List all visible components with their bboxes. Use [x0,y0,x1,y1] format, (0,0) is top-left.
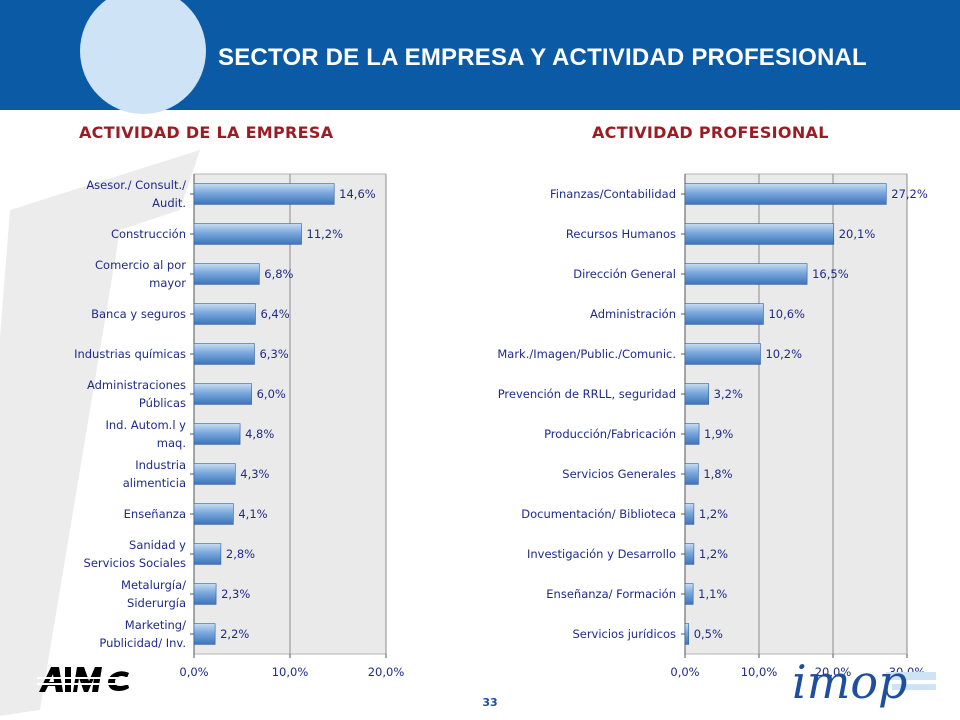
category-label-empresa-11: Marketing/Publicidad/ Inv. [99,618,186,650]
data-label-empresa-8: 4,1% [238,507,267,521]
data-label-profesional-6: 1,9% [704,427,733,441]
x-tick-label: 0,0% [179,665,208,679]
data-label-profesional-0: 27,2% [891,187,928,201]
bar-empresa-9 [193,543,222,565]
data-label-empresa-5: 6,0% [257,387,286,401]
data-label-profesional-8: 1,2% [699,507,728,521]
data-label-profesional-10: 1,1% [698,587,727,601]
bar-empresa-0 [193,183,335,205]
bar-profesional-4 [684,343,761,365]
page-number: 33 [482,696,498,709]
bar-profesional-5 [684,383,709,405]
bar-profesional-3 [684,303,764,325]
category-label-profesional-8: Documentación/ Biblioteca [521,507,676,521]
category-label-empresa-4: Industrias químicas [74,347,186,361]
category-label-profesional-7: Servicios Generales [562,467,676,481]
bar-empresa-2 [193,263,260,285]
category-label-empresa-7: Industria alimenticia [123,458,186,490]
bar-profesional-0 [684,183,887,205]
bar-profesional-6 [684,423,700,445]
bar-profesional-1 [684,223,835,245]
bar-empresa-3 [193,303,256,325]
data-label-empresa-4: 6,3% [259,347,288,361]
category-label-profesional-2: Dirección General [573,267,676,281]
data-label-empresa-6: 4,8% [245,427,274,441]
data-label-empresa-9: 2,8% [226,547,255,561]
header-circle-decoration [80,0,206,114]
x-tick-label: 20,0% [368,665,405,679]
data-label-profesional-1: 20,1% [839,227,876,241]
bar-profesional-9 [684,543,695,565]
bar-profesional-10 [684,583,694,605]
bar-empresa-10 [193,583,217,605]
bar-profesional-2 [684,263,808,285]
aimc-logo [37,667,137,692]
data-label-empresa-10: 2,3% [221,587,250,601]
category-label-empresa-6: Ind. Autom.l y maq. [105,418,186,450]
data-label-profesional-2: 16,5% [812,267,849,281]
category-label-profesional-0: Finanzas/Contabilidad [550,187,676,201]
header-bar: SECTOR DE LA EMPRESA Y ACTIVIDAD PROFESI… [0,0,960,114]
category-label-empresa-2: Comercio al por mayor [95,258,186,290]
category-label-profesional-9: Investigación y Desarrollo [527,547,676,561]
data-label-empresa-3: 6,4% [260,307,289,321]
bar-empresa-5 [193,383,252,405]
watermark-decoration [0,150,200,716]
x-tick-label: 10,0% [741,665,778,679]
category-label-empresa-1: Construcción [111,227,186,241]
chart-title-empresa: ACTIVIDAD DE LA EMPRESA [79,123,334,142]
chart-actividad-empresa: 0,0% 10,0% 20,0% 14,6% Asesor./ Consult./Aud… [74,173,405,679]
bar-profesional-8 [684,503,695,525]
bar-profesional-7 [684,463,699,485]
chart-title-profesional: ACTIVIDAD PROFESIONAL [592,123,829,142]
x-tick-label: 0,0% [670,665,699,679]
plot-area [684,173,908,655]
data-label-profesional-4: 10,2% [765,347,802,361]
svg-text:imop: imop [792,655,907,709]
chart-actividad-profesional: 0,0%10,0%20,0%30,0%27,2%Finanzas/Contabi… [497,173,928,679]
data-label-empresa-1: 11,2% [307,227,344,241]
imop-logo: imop [792,655,936,709]
data-label-profesional-5: 3,2% [714,387,743,401]
data-label-empresa-7: 4,3% [240,467,269,481]
data-label-profesional-9: 1,2% [699,547,728,561]
category-label-profesional-5: Prevención de RRLL, seguridad [498,387,676,401]
category-label-profesional-1: Recursos Humanos [566,227,676,241]
bar-empresa-6 [193,423,241,445]
bar-empresa-8 [193,503,234,525]
category-label-profesional-4: Mark./Imagen/Public./Comunic. [497,347,676,361]
category-label-profesional-3: Administración [590,307,676,321]
category-label-empresa-0: Asesor./ Consult./Audit. [86,178,186,210]
category-label-empresa-9: Sanidad y Servicios Sociales [84,538,187,570]
bar-empresa-7 [193,463,236,485]
bar-empresa-4 [193,343,255,365]
category-label-profesional-11: Servicios jurídicos [572,627,676,641]
category-label-empresa-5: Administraciones Públicas [87,378,186,410]
category-label-empresa-8: Enseñanza [124,507,186,521]
category-label-profesional-6: Producción/Fabricación [544,427,676,441]
page-title: SECTOR DE LA EMPRESA Y ACTIVIDAD PROFESI… [218,44,867,71]
data-label-profesional-7: 1,8% [703,467,732,481]
category-label-empresa-10: Metalurgía/Siderurgía [121,578,186,610]
bar-profesional-11 [684,623,690,645]
category-label-empresa-3: Banca y seguros [91,307,186,321]
category-label-profesional-10: Enseñanza/ Formación [546,587,676,601]
data-label-empresa-0: 14,6% [339,187,376,201]
data-label-empresa-11: 2,2% [220,627,249,641]
bar-empresa-1 [193,223,302,245]
data-label-empresa-2: 6,8% [264,267,293,281]
data-label-profesional-3: 10,6% [768,307,805,321]
data-label-profesional-11: 0,5% [694,627,723,641]
x-tick-label: 10,0% [272,665,309,679]
bar-empresa-11 [193,623,216,645]
x-tick-label: 20,0% [815,665,852,679]
